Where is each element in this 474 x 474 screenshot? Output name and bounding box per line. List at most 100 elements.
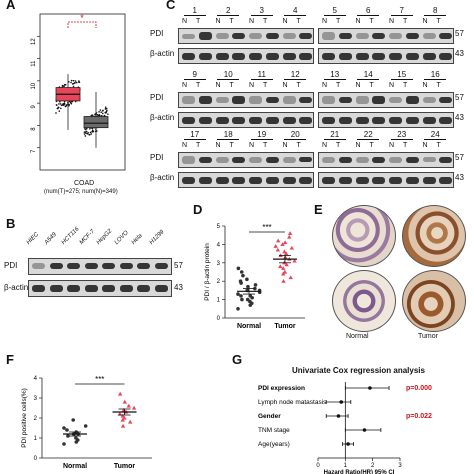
panel-a-point [103,114,106,117]
blot-nt-label: T [296,82,301,89]
blot-lane-number: 11 [250,70,273,80]
blot-actin-strip [318,172,454,188]
panel-a-point [83,133,86,135]
panel-d-point [248,294,253,298]
panel-d-point [240,297,244,302]
panel-a-point [101,112,104,115]
panel-a-point [73,82,76,84]
blot-row-label: β-actin [150,173,175,182]
blot-band [215,33,229,39]
blot-band [405,176,419,184]
panel-d-xtick-label: Normal [237,323,261,330]
panel-a-point [55,112,57,114]
panel-f-significance: *** [95,375,104,384]
panel-a-point [55,104,58,106]
blot-band [439,52,453,60]
forest-xtick-label: 3 [398,463,402,469]
blot-band [322,32,335,40]
blot-nt-label: N [355,82,361,89]
panel-d-point [282,269,288,274]
panel-f-point [128,419,133,424]
panel-d-point [282,249,287,254]
blot-band [422,52,436,60]
blot-nt-label: T [369,82,374,89]
blot-band [322,96,335,104]
blot-band [198,156,212,164]
blot-row-label: β-actin [150,113,175,122]
blot-nt-label: N [389,18,395,25]
panel-f-point [71,418,75,422]
panel-f-point [117,391,123,396]
blot-band [182,96,195,104]
blot-nt-label: T [403,18,408,25]
panel-a-point [68,81,70,83]
panel-d-significance: *** [262,223,271,232]
panel-a-point [57,107,59,110]
panel-a-point [105,111,108,113]
blot-lane-number: 5 [323,6,346,16]
blot-row-label: PDI [150,93,164,102]
panel-f-point [74,436,78,440]
blot-band [198,96,212,104]
panel-f-xtick-label: Tumor [114,463,136,470]
blot-band [299,52,313,60]
blot-band [282,52,296,60]
panel-f-point [120,423,126,428]
cell-blot-band [49,285,63,292]
panel-b-letter: B [6,216,16,231]
blot-band [322,116,335,124]
panel-a-point [72,82,74,85]
blot-band [215,176,229,184]
panel-a-point [92,130,95,133]
blot-nt-label: N [389,142,395,149]
blot-band [372,32,386,40]
panel-a-ytick-label: 7 [31,149,37,153]
panel-a-point [89,131,92,134]
blot-actin-strip [178,48,314,64]
panel-d-point [289,245,295,250]
blot-lane-number: 19 [250,130,273,140]
blot-band [338,52,352,60]
ihc-normal-high [332,270,396,332]
blot-band [182,116,195,124]
blot-band [249,116,262,124]
cell-blot-band [67,285,80,292]
cell-blot-band [137,263,150,269]
blot-band [322,176,335,184]
blot-band [338,116,352,124]
blot-lane-number: 14 [357,70,380,80]
blot-nt-label: T [229,18,234,25]
panel-f-point [126,403,131,408]
panel-a-point [64,83,67,86]
forest-point [368,386,372,390]
blot-nt-label: T [263,82,268,89]
blot-nt-label: N [249,18,255,25]
blot-band [338,97,352,103]
panel-a-point [107,113,109,115]
blot-band [389,96,402,104]
panel-a-point [87,132,89,134]
forest-pvalue: p=0.022 [406,413,432,420]
cell-blot-row-label: PDI [4,261,18,270]
blot-nt-label: N [249,142,255,149]
blot-lane-number: 20 [284,130,307,140]
panel-a-point [89,127,91,130]
panel-a-point [68,104,70,107]
panel-a-point [91,129,94,132]
panel-f-point [122,399,128,404]
panel-d-point [287,231,293,235]
blot-band [282,116,296,124]
blot-band [198,116,212,124]
panel-a-point [64,105,67,108]
panel-a-point [90,133,93,135]
blot-band [198,32,212,40]
cell-blot-band [102,285,115,292]
blot-nt-label: T [336,142,341,149]
ihc-normal-low [332,205,396,267]
forest-xtick-label: 0 [316,463,320,469]
blot-nt-label: T [229,142,234,149]
blot-size-label: 57 [455,29,464,38]
blot-band [249,176,262,184]
panel-d-point [236,266,241,271]
panel-f-point [65,428,69,432]
